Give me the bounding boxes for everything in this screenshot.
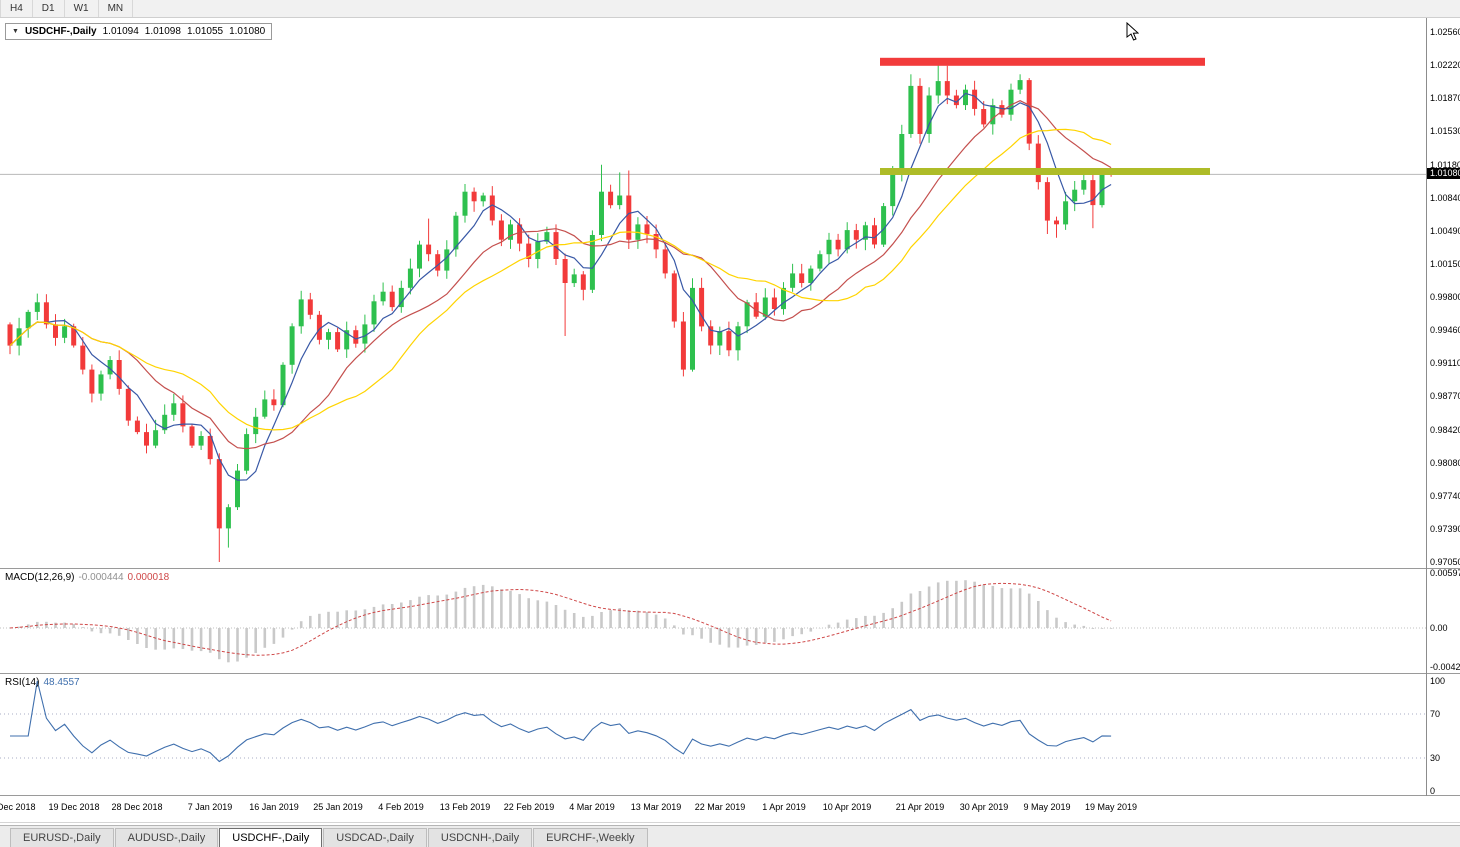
rsi-indicator-pane: RSI(14) 48.4557 (0, 674, 1426, 795)
price-axis-label: 1.01870 (1430, 93, 1460, 103)
timeframe-button-mn[interactable]: MN (99, 0, 134, 17)
timeframe-button-h4[interactable]: H4 (0, 0, 33, 17)
symbol-tab-eurchf[interactable]: EURCHF-,Weekly (533, 828, 648, 847)
price-axis-label: 0.97390 (1430, 524, 1460, 534)
time-axis[interactable]: 10 Dec 2018 19 Dec 2018 28 Dec 2018 7 Jan 2… (0, 796, 1426, 822)
ohlc-high: 1.01098 (144, 26, 181, 37)
time-axis-label: 7 Jan 2019 (187, 802, 233, 812)
price-axis-label: 1.01530 (1430, 126, 1460, 136)
macd-signal-line (9, 582, 1112, 656)
price-axis-label: 1.01180 (1430, 160, 1460, 170)
time-axis-label: 10 Apr 2019 (822, 802, 872, 812)
macd-chart[interactable] (0, 569, 1426, 673)
time-axis-label: 16 Jan 2019 (249, 802, 299, 812)
chart-tabs-bar: EURUSD-,Daily AUDUSD-,Daily USDCHF-,Daily U… (0, 825, 1460, 847)
candlestick-chart[interactable] (0, 18, 1426, 568)
time-axis-label: 19 May 2019 (1084, 802, 1138, 812)
macd-value-signal: 0.000018 (127, 572, 170, 583)
symbol-tab-usdcad[interactable]: USDCAD-,Daily (323, 828, 427, 847)
price-axis-label: 1.02220 (1430, 60, 1460, 70)
pane-separator[interactable] (0, 673, 1460, 674)
timeframe-button-d1[interactable]: D1 (33, 0, 65, 17)
time-axis-label: 28 Dec 2018 (111, 802, 163, 812)
rsi-axis-label: 70 (1430, 709, 1441, 719)
chart-title-box: ▼ USDCHF-,Daily 1.01094 1.01098 1.01055 … (5, 23, 273, 40)
candles-group (7, 60, 1114, 562)
macd-histogram (17, 580, 1113, 663)
time-axis-label: 25 Jan 2019 (313, 802, 363, 812)
rsi-axis-label: 100 (1430, 676, 1446, 686)
ohlc-close: 1.01080 (229, 26, 266, 37)
symbol-tab-usdchf[interactable]: USDCHF-,Daily (219, 828, 323, 847)
price-axis-label: 0.97050 (1430, 557, 1460, 567)
price-axis-label: 0.99800 (1430, 292, 1460, 302)
time-axis-label: 22 Mar 2019 (694, 802, 746, 812)
price-axis-label: 0.98080 (1430, 458, 1460, 468)
macd-axis-label: 0.00597 (1430, 568, 1460, 578)
price-axis-label: 0.99110 (1430, 358, 1460, 368)
chart-symbol-label: USDCHF-,Daily (24, 26, 97, 37)
resistance-ray (880, 57, 1205, 66)
price-axis-label: 0.98420 (1430, 425, 1460, 435)
mouse-cursor (1126, 22, 1139, 41)
price-axis-label: 1.00840 (1430, 193, 1460, 203)
time-axis-label: 10 Dec 2018 (0, 802, 36, 812)
collapse-arrow-icon[interactable]: ▼ (12, 28, 19, 35)
current-price-badge: 1.01080 (1427, 168, 1460, 179)
rsi-levels (0, 713, 1426, 759)
rsi-label: RSI(14) 48.4557 (5, 677, 80, 688)
macd-label: MACD(12,26,9) -0.000444 0.000018 (5, 572, 170, 583)
rsi-value: 48.4557 (43, 677, 80, 688)
macd-axis-label: 0.00 (1430, 623, 1448, 633)
rsi-axis-label: 0 (1430, 786, 1436, 796)
price-axis-label: 1.00150 (1430, 259, 1460, 269)
time-axis-label: 13 Feb 2019 (439, 802, 491, 812)
timeframe-button-w1[interactable]: W1 (65, 0, 99, 17)
main-chart-pane: ▼ USDCHF-,Daily 1.01094 1.01098 1.01055 … (0, 18, 1426, 568)
time-axis-label: 13 Mar 2019 (630, 802, 682, 812)
time-axis-label: 1 Apr 2019 (762, 802, 806, 812)
chart-frame-line (0, 822, 1460, 823)
symbol-tab-audusd[interactable]: AUDUSD-,Daily (114, 828, 219, 847)
symbol-tab-usdcnh[interactable]: USDCNH-,Daily (427, 828, 533, 847)
time-axis-label: 21 Apr 2019 (895, 802, 945, 812)
ohlc-low: 1.01055 (186, 26, 224, 37)
time-axis-label: 30 Apr 2019 (959, 802, 1009, 812)
price-axis-label: 1.00490 (1430, 226, 1460, 236)
pane-separator[interactable] (0, 568, 1460, 569)
symbol-tab-eurusd[interactable]: EURUSD-,Daily (10, 828, 114, 847)
timeframe-toolbar: H4 D1 W1 MN (0, 0, 1460, 18)
rsi-line (10, 680, 1112, 763)
price-axis-label: 0.99460 (1430, 325, 1460, 335)
macd-axis-label: -0.00424 (1430, 662, 1460, 672)
pane-separator[interactable] (0, 795, 1460, 796)
time-axis-label: 9 May 2019 (1023, 802, 1071, 812)
price-axis-label: 1.02560 (1430, 27, 1460, 37)
price-axis-label: 0.97740 (1430, 491, 1460, 501)
support-ray (880, 168, 1210, 175)
moving-averages-group (9, 92, 1112, 481)
rsi-chart[interactable] (0, 674, 1426, 795)
rsi-axis-label: 30 (1430, 753, 1441, 763)
price-scale[interactable]: 1.01080 1.02560 1.02220 1.01870 1.01530 1.01… (1426, 18, 1460, 796)
time-axis-label: 19 Dec 2018 (48, 802, 100, 812)
macd-indicator-pane: MACD(12,26,9) -0.000444 0.000018 (0, 569, 1426, 673)
time-axis-label: 22 Feb 2019 (503, 802, 555, 812)
macd-value-main: -0.000444 (78, 572, 124, 583)
ohlc-open: 1.01094 (102, 26, 139, 37)
price-axis-label: 0.98770 (1430, 391, 1460, 401)
time-axis-label: 4 Feb 2019 (378, 802, 424, 812)
time-axis-label: 4 Mar 2019 (569, 802, 615, 812)
